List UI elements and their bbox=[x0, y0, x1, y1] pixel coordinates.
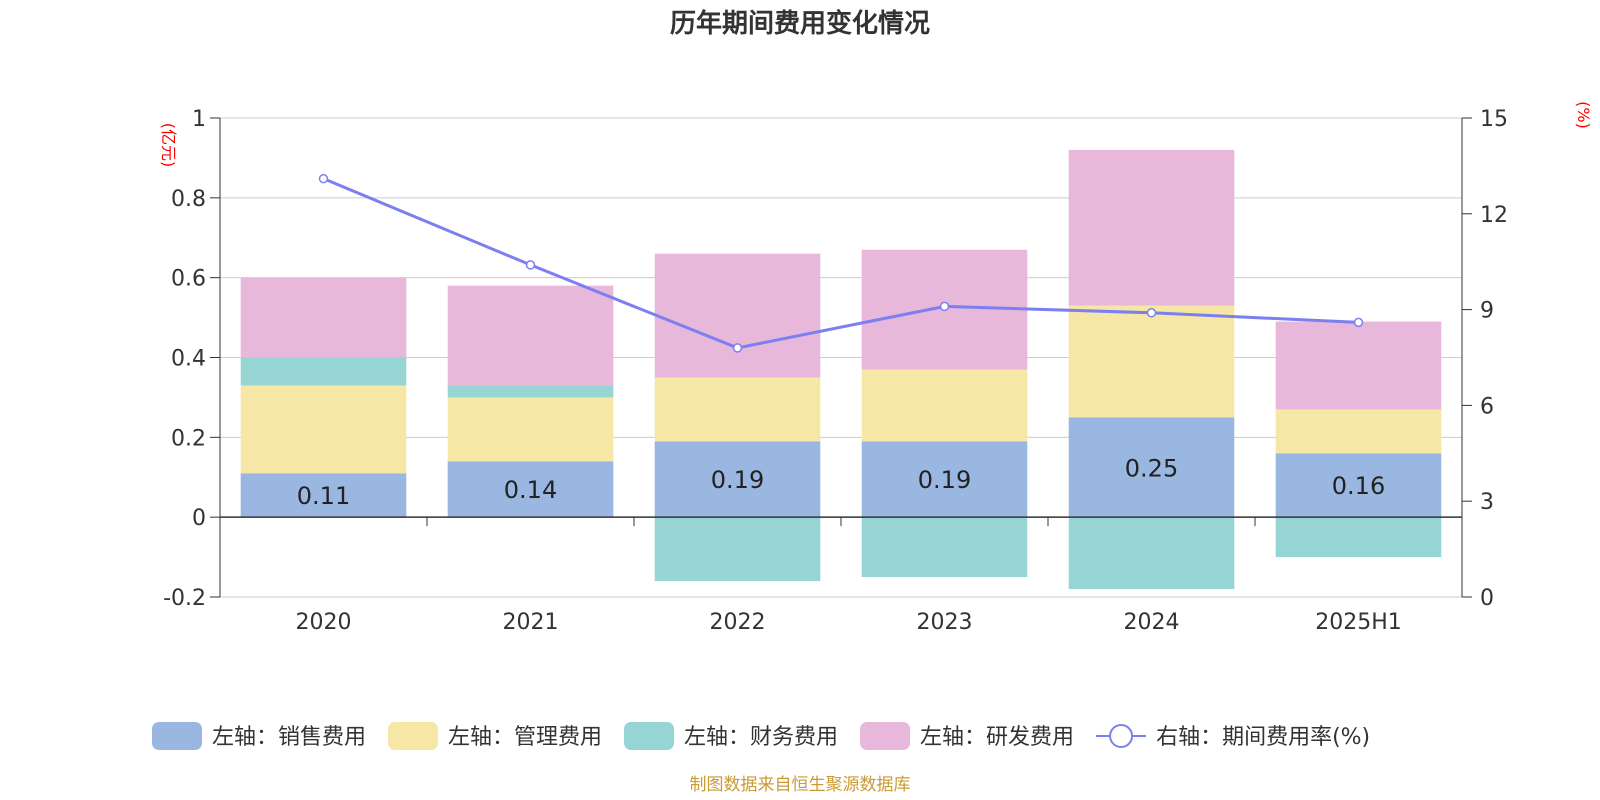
bar-segment bbox=[1068, 517, 1235, 590]
bar-value-label: 0.19 bbox=[918, 466, 971, 494]
category-label: 2024 bbox=[1124, 610, 1180, 635]
legend-label: 左轴：管理费用 bbox=[448, 725, 602, 750]
bar-segment bbox=[654, 253, 821, 378]
left-tick-label: 1 bbox=[192, 107, 206, 132]
bar-segment bbox=[861, 441, 1028, 518]
bar-segment bbox=[1275, 409, 1442, 454]
legend-marker bbox=[1109, 724, 1134, 748]
source-note: 制图数据来自恒生聚源数据库 bbox=[690, 775, 911, 795]
legend-label: 左轴：研发费用 bbox=[920, 725, 1074, 750]
bar-segment bbox=[240, 473, 407, 518]
bar-segment bbox=[861, 369, 1028, 442]
bar-segment bbox=[654, 441, 821, 518]
rate-point bbox=[1146, 308, 1157, 318]
bar-segment bbox=[447, 385, 614, 398]
bar-segment bbox=[1275, 517, 1442, 558]
bar-segment bbox=[1068, 305, 1235, 418]
axes: -0.2 0 0.2 0.4 0.6 0.8 1 0 3 6 9 12 15 2020 2021 2022 20… bbox=[163, 107, 1508, 635]
category-label: 2022 bbox=[710, 610, 766, 635]
legend-label: 左轴：销售费用 bbox=[212, 725, 366, 750]
category-label: 2021 bbox=[503, 610, 559, 635]
bar-value-label: 0.11 bbox=[297, 482, 350, 510]
left-tick-label: -0.2 bbox=[163, 586, 206, 611]
grid-lines bbox=[220, 117, 1462, 598]
legend-swatch bbox=[388, 722, 439, 750]
rate-point bbox=[732, 343, 743, 353]
bar-segment bbox=[654, 517, 821, 582]
bar-segment bbox=[240, 357, 407, 386]
right-tick-label: 12 bbox=[1480, 203, 1508, 228]
category-label: 2025H1 bbox=[1315, 610, 1402, 635]
left-tick-label: 0.2 bbox=[171, 426, 206, 451]
category-label: 2023 bbox=[917, 610, 973, 635]
bar-segment bbox=[1068, 417, 1235, 518]
rate-line bbox=[322, 177, 1359, 350]
bar-segment bbox=[447, 285, 614, 386]
right-tick-label: 3 bbox=[1480, 490, 1494, 515]
left-tick-label: 0.4 bbox=[171, 347, 206, 372]
right-tick-label: 9 bbox=[1480, 299, 1494, 324]
bar-segment bbox=[1275, 453, 1442, 518]
legend-label: 左轴：财务费用 bbox=[684, 725, 838, 750]
bar-segment bbox=[240, 385, 407, 474]
category-label: 2020 bbox=[296, 610, 352, 635]
legend-swatch bbox=[624, 722, 675, 750]
bar-value-label: 0.16 bbox=[1332, 472, 1385, 500]
left-tick-label: 0.8 bbox=[171, 187, 206, 212]
right-tick-label: 6 bbox=[1480, 394, 1494, 419]
left-tick-label: 0.6 bbox=[171, 267, 206, 292]
bar-segment bbox=[654, 377, 821, 442]
chart-title: 历年期间费用变化情况 bbox=[670, 8, 930, 39]
right-axis-unit: (%) bbox=[1574, 101, 1593, 129]
right-tick-label: 0 bbox=[1480, 586, 1494, 611]
bar-value-label: 0.14 bbox=[504, 476, 557, 504]
bar-value-label: 0.19 bbox=[711, 466, 764, 494]
line-series bbox=[318, 173, 1364, 353]
bar-group: 0.11 0.14 0.19 0.19 0.25 0.16 bbox=[240, 149, 1442, 590]
bar-segment bbox=[861, 517, 1028, 578]
rate-point bbox=[1353, 317, 1364, 328]
bar-value-label: 0.25 bbox=[1125, 454, 1178, 482]
left-axis-unit: (亿元) bbox=[159, 123, 178, 168]
right-tick-label: 15 bbox=[1480, 107, 1508, 132]
legend-label: 右轴：期间费用率(%) bbox=[1156, 725, 1370, 750]
rate-point bbox=[525, 260, 536, 270]
bar-segment bbox=[1275, 321, 1442, 410]
bar-segment bbox=[447, 397, 614, 462]
bar-segment bbox=[1068, 149, 1235, 306]
bar-segment bbox=[447, 461, 614, 518]
left-tick-label: 0 bbox=[192, 506, 206, 531]
legend-swatch bbox=[860, 722, 911, 750]
bar-segment bbox=[240, 277, 407, 358]
rate-point bbox=[318, 173, 329, 184]
rate-point bbox=[939, 301, 950, 312]
legend: 左轴：销售费用 左轴：管理费用 左轴：财务费用 左轴：研发费用 右轴：期间费用率(%) bbox=[152, 722, 1370, 750]
legend-swatch bbox=[152, 722, 202, 750]
